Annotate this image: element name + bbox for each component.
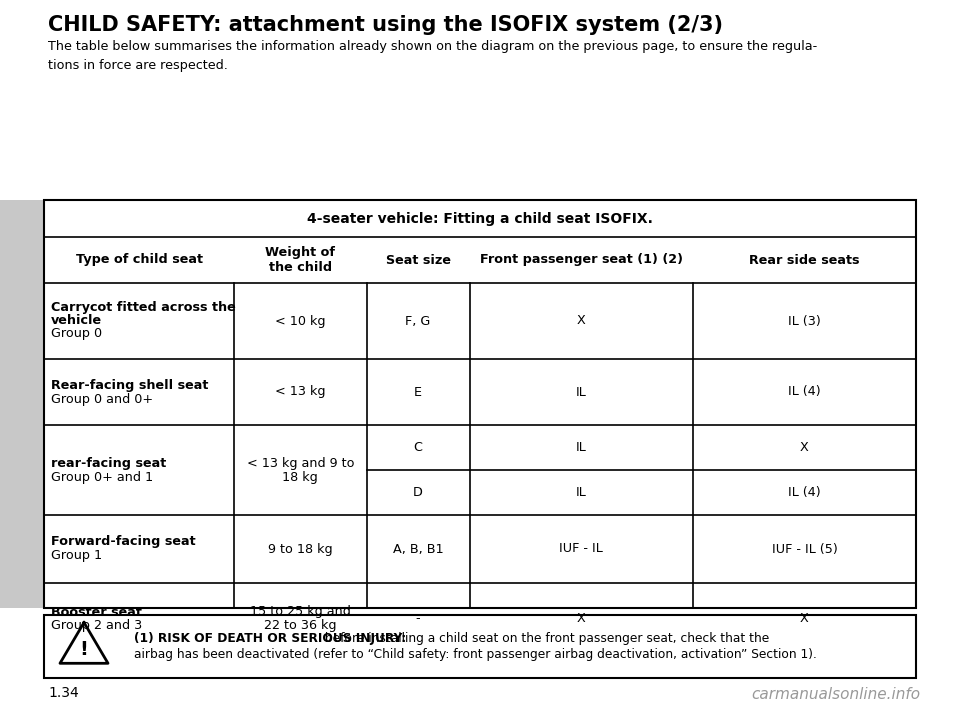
Text: Rear-facing shell seat: Rear-facing shell seat (51, 378, 208, 391)
Text: < 13 kg and 9 to: < 13 kg and 9 to (247, 457, 354, 469)
Text: 4-seater vehicle: Fitting a child seat ISOFIX.: 4-seater vehicle: Fitting a child seat I… (307, 212, 653, 226)
Text: 15 to 25 kg and: 15 to 25 kg and (250, 606, 350, 618)
Text: D: D (413, 486, 423, 499)
Text: Forward-facing seat: Forward-facing seat (51, 535, 196, 549)
Text: Group 2 and 3: Group 2 and 3 (51, 620, 142, 633)
Text: Group 0+ and 1: Group 0+ and 1 (51, 471, 154, 484)
Text: Carrycot fitted across the: Carrycot fitted across the (51, 302, 236, 315)
Text: IUF - IL (5): IUF - IL (5) (772, 542, 837, 555)
Text: Group 0: Group 0 (51, 327, 102, 341)
Bar (0, 200, 43, 608)
Text: (1) RISK OF DEATH OR SERIOUS INJURY:: (1) RISK OF DEATH OR SERIOUS INJURY: (134, 632, 406, 645)
Text: F, G: F, G (405, 315, 431, 327)
Text: X: X (577, 315, 586, 327)
Text: X: X (800, 613, 808, 626)
Text: IL: IL (576, 386, 587, 398)
Text: IUF - IL: IUF - IL (560, 542, 603, 555)
Text: Seat size: Seat size (386, 253, 450, 266)
Text: 1.34: 1.34 (48, 686, 79, 700)
Text: IL: IL (576, 486, 587, 499)
Text: 18 kg: 18 kg (282, 471, 319, 484)
Text: < 10 kg: < 10 kg (276, 315, 325, 327)
Text: Booster seat: Booster seat (51, 606, 142, 618)
Text: 9 to 18 kg: 9 to 18 kg (268, 542, 333, 555)
Text: The table below summarises the information already shown on the diagram on the p: The table below summarises the informati… (48, 40, 817, 72)
Text: before installing a child seat on the front passenger seat, check that the: before installing a child seat on the fr… (322, 632, 770, 645)
Text: IL (4): IL (4) (788, 386, 821, 398)
Text: A, B, B1: A, B, B1 (393, 542, 444, 555)
Text: Weight of
the child: Weight of the child (265, 246, 335, 274)
Text: E: E (414, 386, 422, 398)
Text: Type of child seat: Type of child seat (76, 253, 203, 266)
Text: Group 1: Group 1 (51, 550, 102, 562)
Text: X: X (800, 441, 808, 454)
Polygon shape (60, 623, 108, 663)
Text: Rear side seats: Rear side seats (749, 253, 859, 266)
Text: < 13 kg: < 13 kg (276, 386, 325, 398)
Text: CHILD SAFETY: attachment using the ISOFIX system (2/3): CHILD SAFETY: attachment using the ISOFI… (48, 15, 723, 35)
Text: IL: IL (576, 441, 587, 454)
Text: X: X (577, 613, 586, 626)
Text: Front passenger seat (1) (2): Front passenger seat (1) (2) (480, 253, 683, 266)
Text: -: - (416, 613, 420, 626)
Text: rear-facing seat: rear-facing seat (51, 457, 166, 469)
Text: IL (3): IL (3) (788, 315, 821, 327)
Text: Group 0 and 0+: Group 0 and 0+ (51, 393, 154, 405)
Text: carmanualsonline.info: carmanualsonline.info (751, 687, 920, 702)
Text: !: ! (80, 640, 88, 659)
Text: airbag has been deactivated (refer to “Child safety: front passenger airbag deac: airbag has been deactivated (refer to “C… (134, 648, 817, 661)
Bar (44, 200, 916, 608)
Text: C: C (414, 441, 422, 454)
Bar (44, 615, 916, 678)
Text: 22 to 36 kg: 22 to 36 kg (264, 620, 337, 633)
Text: IL (4): IL (4) (788, 486, 821, 499)
Text: vehicle: vehicle (51, 315, 102, 327)
